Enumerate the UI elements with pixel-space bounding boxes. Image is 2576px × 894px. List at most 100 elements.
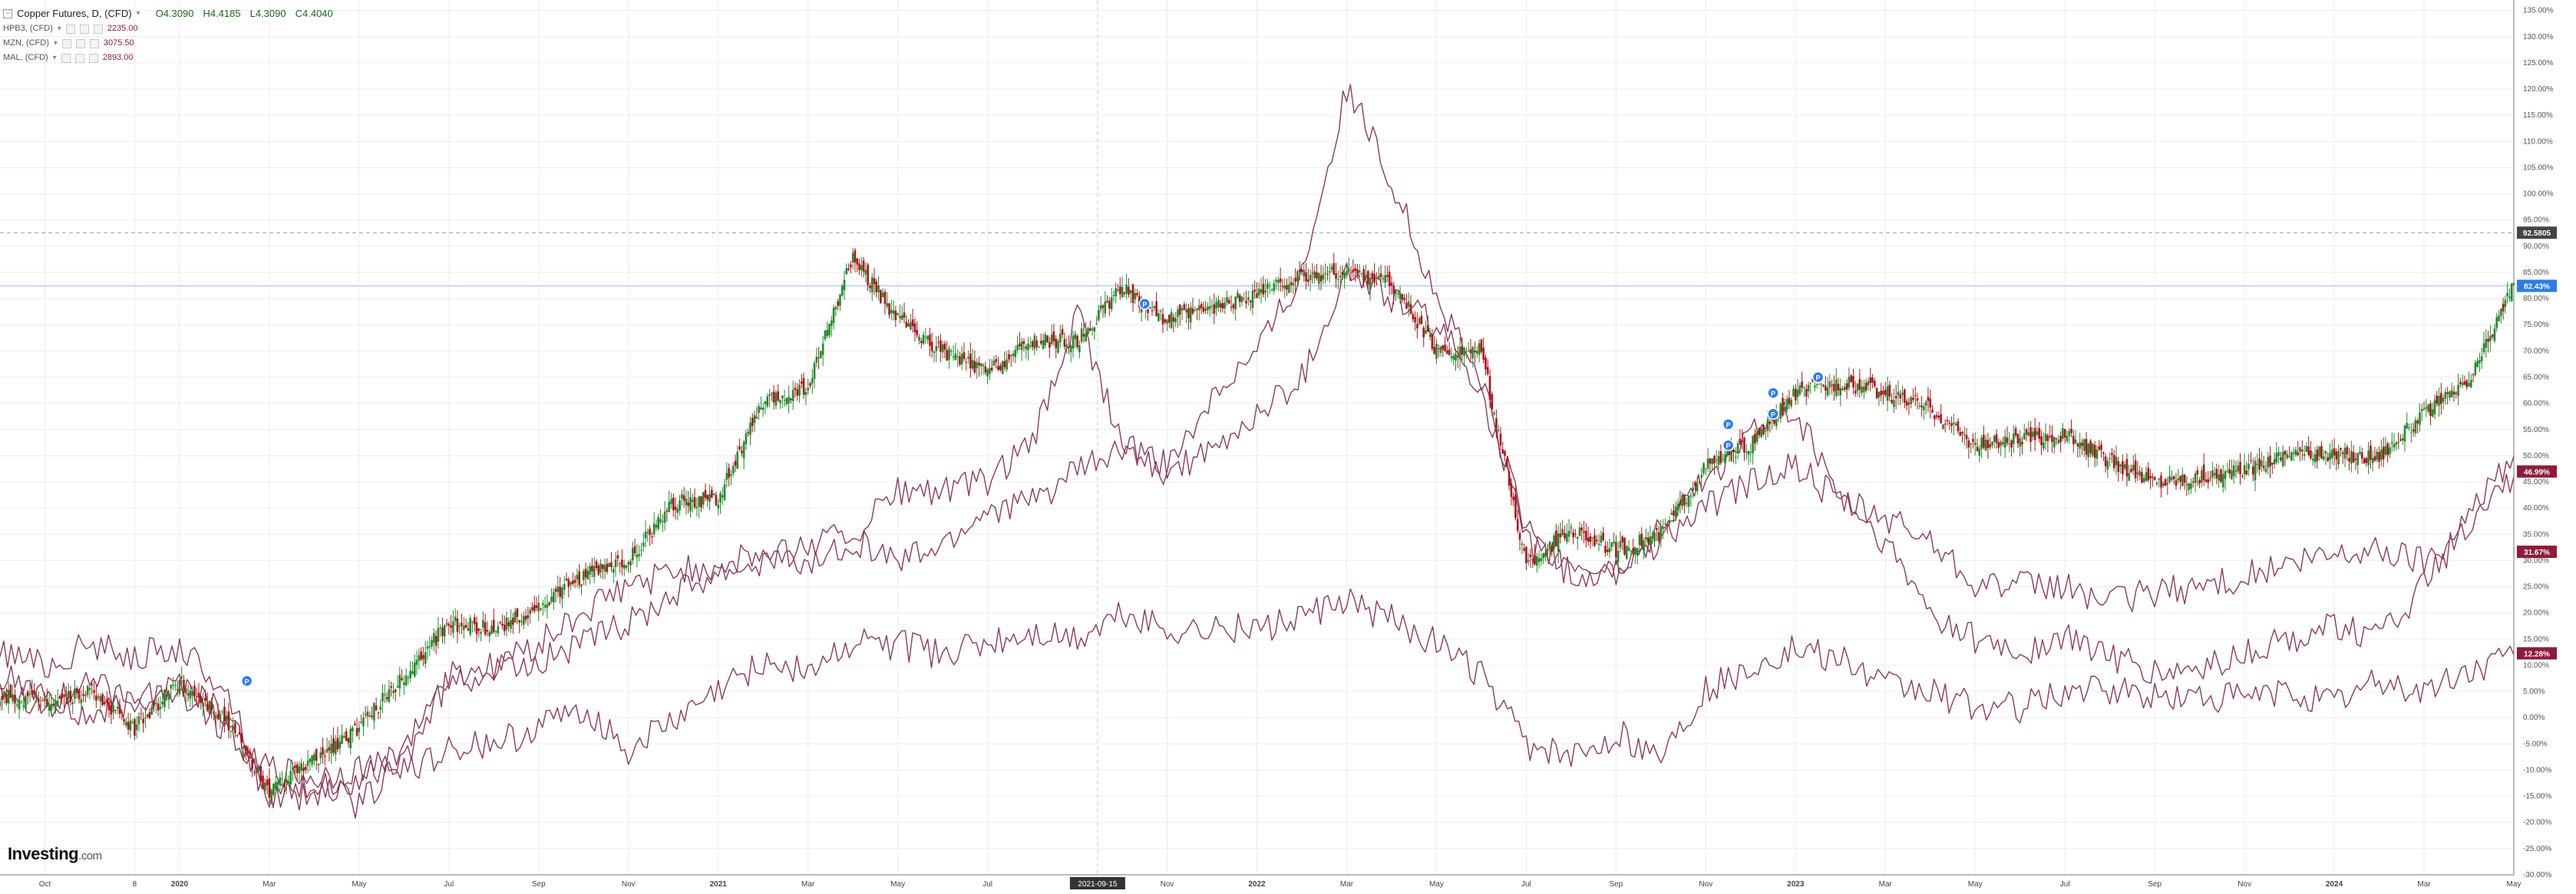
candle-body (619, 562, 621, 564)
candle-body (373, 703, 375, 721)
candle (798, 379, 801, 403)
candle-body (738, 447, 741, 450)
candle-body (2408, 427, 2410, 428)
candle (668, 490, 670, 513)
candle-body (1226, 297, 1228, 303)
x-tick-label: Oct (39, 880, 51, 889)
p-circle-icon[interactable]: P (1767, 407, 1779, 421)
candle (441, 617, 444, 644)
candle-body (2337, 450, 2340, 465)
candle (54, 694, 57, 714)
chevron-down-icon[interactable]: ▾ (136, 9, 140, 18)
candle (1779, 402, 1782, 424)
candle-body (394, 689, 397, 692)
candle-body (2384, 446, 2387, 455)
candle-body (543, 605, 547, 608)
candle-body (170, 685, 173, 689)
candle-body (1694, 482, 1696, 487)
candle (2123, 461, 2126, 471)
candle (1027, 337, 1029, 361)
compare-line-2 (0, 84, 2515, 819)
candle (2038, 421, 2041, 443)
candle-body (542, 603, 544, 605)
remove-icon[interactable] (89, 38, 99, 48)
minus-box-icon[interactable]: − (3, 9, 12, 18)
settings-icon[interactable] (74, 53, 84, 63)
remove-icon[interactable] (88, 53, 98, 63)
candle-body (2444, 391, 2447, 399)
candle (2228, 459, 2231, 479)
candle-body (1959, 432, 1962, 437)
candle (1991, 441, 1993, 449)
candle-body (1213, 304, 1216, 314)
p-circle-icon[interactable]: P (1722, 439, 1735, 451)
p-circle-icon[interactable]: P (240, 675, 253, 688)
candle (2074, 430, 2077, 445)
candle (717, 498, 720, 516)
candle (2168, 465, 2171, 484)
candle (2440, 382, 2442, 415)
candle-body (2468, 383, 2470, 387)
legend-compare-row[interactable]: HPB3, (CFD) ▾ 2235.00 (3, 21, 333, 36)
candle (1232, 303, 1235, 314)
candle (1022, 338, 1025, 352)
candle (2237, 460, 2240, 474)
candle (2436, 391, 2439, 407)
candle (1471, 345, 1475, 368)
visibility-toggle-icon[interactable] (61, 38, 71, 48)
settings-icon[interactable] (75, 38, 85, 48)
candle (294, 761, 296, 776)
candle-body (443, 625, 446, 637)
candle (1125, 273, 1128, 300)
settings-icon[interactable] (79, 24, 89, 34)
logo-brand: Investing (8, 844, 79, 863)
chevron-down-icon[interactable]: ▾ (52, 54, 57, 62)
p-circle-icon[interactable]: P (1811, 371, 1825, 384)
candle-body (202, 702, 204, 708)
p-circle-icon[interactable]: P (1767, 387, 1779, 399)
candle-body (1924, 401, 1927, 406)
candle (2027, 421, 2030, 437)
candle (2491, 334, 2494, 339)
visibility-toggle-icon[interactable] (61, 53, 71, 63)
remove-icon[interactable] (93, 24, 103, 34)
candle-body (82, 694, 84, 696)
candle-body (595, 561, 598, 568)
x-tick-label: May (1429, 880, 1444, 889)
legend-compare-row[interactable]: MAL, (CFD) ▾ 2893.00 (3, 51, 333, 65)
candle-body (1131, 284, 1134, 303)
candle-body (1249, 300, 1252, 302)
candle (881, 288, 884, 298)
candle (2029, 421, 2032, 452)
p-circle-icon[interactable]: P (1722, 418, 1735, 431)
candle (2457, 373, 2459, 406)
ohlc-open: O4.3090 (155, 8, 194, 19)
compare-symbol: MAL, (CFD) (3, 53, 48, 62)
candle (262, 770, 264, 790)
chevron-down-icon[interactable]: ▾ (53, 39, 58, 48)
candle-body (862, 260, 865, 272)
candle (2384, 437, 2387, 457)
candle-body (1174, 318, 1177, 323)
candle-body (1123, 292, 1126, 295)
candle-body (2079, 442, 2081, 449)
legend-compare-row[interactable]: MZN, (CFD) ▾ 3075.50 (3, 36, 333, 51)
candle-body (1904, 389, 1906, 403)
legend-main-row[interactable]: − Copper Futures, D, (CFD) ▾ O4.3090 H4.… (3, 6, 333, 21)
candle (82, 685, 84, 702)
candle (550, 588, 553, 604)
p-circle-icon[interactable]: P (1138, 298, 1151, 310)
candle (730, 469, 732, 486)
candle (715, 491, 718, 506)
candle (1317, 272, 1320, 290)
candle (7, 681, 10, 714)
candle-body (1625, 546, 1628, 559)
candle (1020, 337, 1023, 361)
candle (1465, 347, 1468, 359)
candle-body (345, 731, 348, 741)
candle-body (811, 378, 814, 384)
chevron-down-icon[interactable]: ▾ (57, 25, 61, 33)
visibility-toggle-icon[interactable] (65, 24, 75, 34)
